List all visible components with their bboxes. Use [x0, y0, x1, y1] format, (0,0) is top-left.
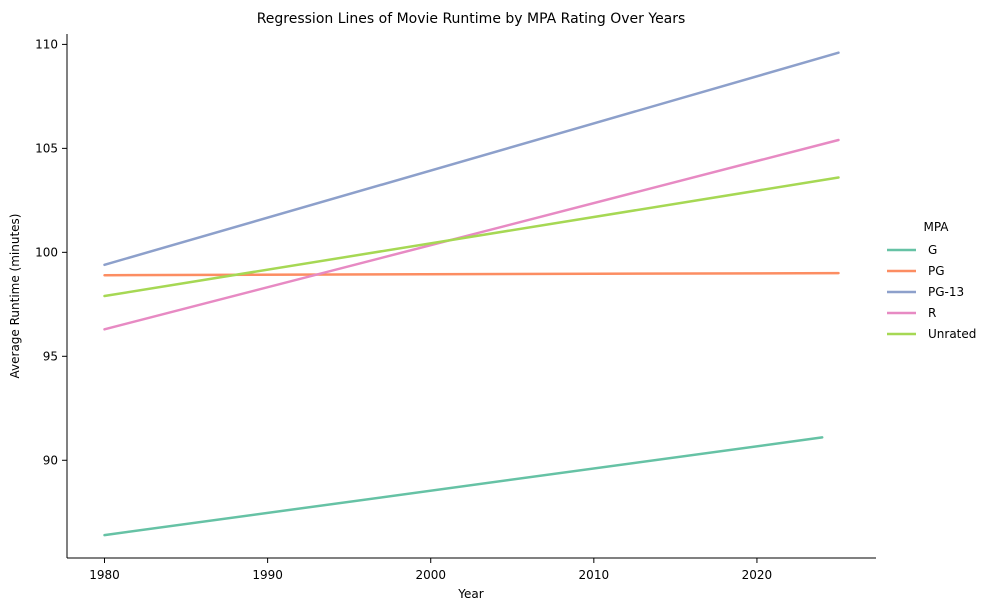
x-tick-label: 1990: [252, 568, 283, 582]
y-tick-label: 105: [35, 141, 58, 155]
legend-title: MPA: [923, 220, 949, 234]
y-tick-label: 100: [35, 245, 58, 259]
legend: MPA G PG PG-13 R Unrated: [887, 220, 976, 341]
x-tick-label: 2000: [415, 568, 446, 582]
series-line-unrated: [103, 176, 840, 298]
y-axis-title: Average Runtime (minutes): [8, 214, 22, 379]
legend-label-g: G: [928, 243, 937, 257]
legend-label-pg: PG: [928, 264, 945, 278]
series-line-pg-13: [103, 51, 840, 267]
x-tick-label: 2020: [742, 568, 773, 582]
legend-label-pg-13: PG-13: [928, 285, 964, 299]
x-tick-label: 1980: [89, 568, 120, 582]
series-line-r: [103, 138, 840, 331]
y-tick-label: 110: [35, 37, 58, 51]
x-axis-title: Year: [457, 587, 483, 601]
y-tick-label: 95: [43, 349, 58, 363]
x-axis-ticks: 1980 1990 2000 2010 2020: [89, 558, 772, 582]
series-line-pg: [103, 271, 840, 277]
plot-area: [103, 51, 840, 537]
series-line-g: [103, 436, 824, 537]
y-axis-ticks: 90 95 100 105 110: [35, 37, 67, 467]
legend-label-unrated: Unrated: [928, 327, 976, 341]
chart-title: Regression Lines of Movie Runtime by MPA…: [257, 11, 686, 27]
legend-label-r: R: [928, 306, 936, 320]
y-tick-label: 90: [43, 453, 58, 467]
x-tick-label: 2010: [579, 568, 610, 582]
